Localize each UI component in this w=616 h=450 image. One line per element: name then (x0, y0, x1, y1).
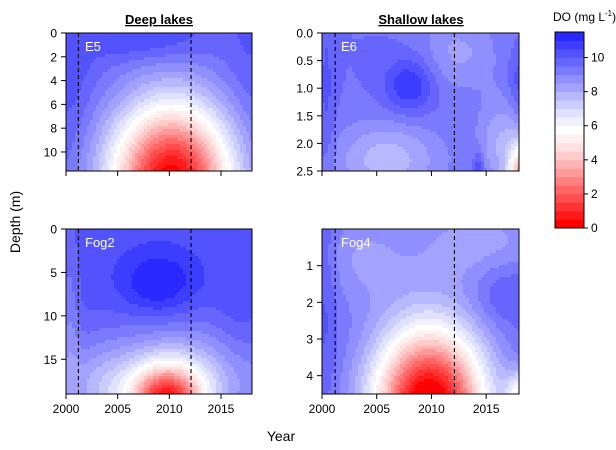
x-tick-label: 2015 (473, 402, 500, 416)
y-axis-label: Depth (m) (7, 191, 23, 253)
colorbar-title-end: ) (612, 10, 616, 24)
x-tick-label: 2010 (156, 402, 183, 416)
colorbar-level (555, 57, 584, 67)
y-tick-label: 3 (306, 333, 313, 347)
colorbar-level (555, 117, 584, 127)
y-tick-label: 10 (44, 145, 58, 159)
colorbar-level (555, 125, 584, 135)
y-tick-label: 0.0 (296, 27, 313, 41)
panel-frame (65, 32, 253, 172)
colorbar-level (555, 108, 584, 118)
colorbar-level (555, 193, 584, 203)
y-tick-label: 1 (306, 259, 313, 273)
colorbar-level (555, 91, 584, 101)
panel-frame (65, 228, 253, 395)
colorbar-level (555, 185, 584, 195)
colorbar-level (555, 83, 584, 93)
colorbar-level (555, 168, 584, 178)
panel-frame (321, 228, 520, 395)
y-tick-label: 2 (306, 296, 313, 310)
colorbar-title: DO (mg L-1) (553, 9, 616, 24)
colorbar-title-sup: -1 (605, 9, 613, 18)
y-tick-label: 0 (50, 223, 57, 237)
colorbar-level (555, 100, 584, 110)
colorbar-tick-label: 10 (591, 51, 605, 65)
colorbar-level (555, 66, 584, 76)
y-tick-label: 0.5 (296, 54, 313, 68)
y-tick-label: 6 (50, 98, 57, 112)
colorbar-title-main: DO (mg L (553, 10, 605, 24)
y-tick-label: 1.0 (296, 82, 313, 96)
y-tick-label: 5 (50, 266, 57, 280)
lake-label: E6 (341, 39, 357, 54)
colorbar-level (555, 210, 584, 220)
colorbar-level (555, 40, 584, 50)
do-field (66, 33, 252, 171)
column-title-shallow-lakes: Shallow lakes (378, 12, 463, 27)
do-field (322, 229, 519, 394)
colorbar-tick-label: 4 (591, 153, 598, 167)
panel-fog2: Fog2 0 5 10 15 2000 2005 2010 2015 (44, 223, 253, 416)
panel-e6: E6 0.0 0.5 1.0 1.5 2.0 2.5 (296, 27, 520, 179)
x-tick-label: 2005 (104, 402, 131, 416)
colorbar-level (555, 134, 584, 144)
colorbar-level (555, 202, 584, 212)
x-tick-label: 2000 (309, 402, 336, 416)
lake-label: Fog4 (341, 235, 371, 250)
lake-label: Fog2 (85, 235, 115, 250)
y-tick-label: 4 (50, 74, 57, 88)
x-tick-label: 2010 (418, 402, 445, 416)
panel-fog4: Fog4 1 2 3 4 2000 2005 2010 2015 (306, 228, 520, 416)
y-tick-label: 1.5 (296, 109, 313, 123)
x-tick-label: 2015 (208, 402, 235, 416)
y-tick-label: 0 (50, 27, 57, 41)
do-field (66, 229, 252, 394)
y-tick-label: 10 (44, 309, 58, 323)
colorbar-level (555, 151, 584, 161)
y-tick-label: 8 (50, 122, 57, 136)
y-tick-label: 4 (306, 369, 313, 383)
colorbar-tick-label: 8 (591, 85, 598, 99)
colorbar-level (555, 176, 584, 186)
colorbar: 0 2 4 6 8 10 (554, 31, 605, 235)
x-tick-label: 2005 (363, 402, 390, 416)
y-tick-label: 2.5 (296, 165, 313, 179)
x-axis-label: Year (267, 428, 296, 444)
y-tick-label: 15 (44, 353, 58, 367)
x-tick-label: 2000 (53, 402, 80, 416)
colorbar-level (555, 142, 584, 152)
do-field (322, 33, 519, 171)
lake-label: E5 (85, 39, 101, 54)
colorbar-tick-label: 6 (591, 119, 598, 133)
colorbar-tick-label: 2 (591, 187, 598, 201)
colorbar-level (555, 49, 584, 58)
column-title-deep-lakes: Deep lakes (125, 12, 193, 27)
colorbar-level (555, 219, 584, 229)
y-tick-label: 2.0 (296, 137, 313, 151)
panel-e5: E5 0 2 4 6 8 10 (44, 27, 253, 176)
y-tick-label: 2 (50, 50, 57, 64)
colorbar-tick-label: 0 (591, 221, 598, 235)
colorbar-level (555, 159, 584, 169)
panel-frame (321, 32, 520, 172)
colorbar-level (555, 32, 584, 41)
colorbar-level (555, 74, 584, 84)
colorbar-frame (554, 31, 585, 229)
